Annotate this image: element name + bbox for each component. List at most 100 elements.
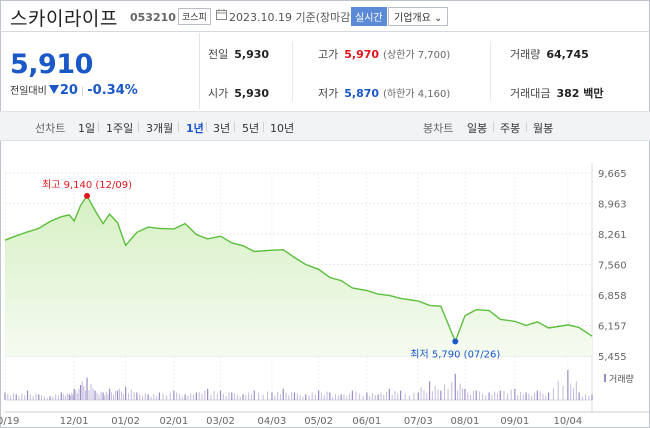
volume-bar bbox=[428, 381, 431, 400]
volume-bar bbox=[525, 392, 527, 400]
realtime-button[interactable]: 실시간 bbox=[351, 7, 387, 26]
period-1y[interactable]: 1년 bbox=[186, 122, 204, 135]
volume-bar bbox=[204, 390, 206, 400]
volume-bar bbox=[404, 393, 406, 400]
stats-panel: 전일 5,930 시가 5,930 고가 5,970 (상한가 7,700) 저가 5,8… bbox=[200, 33, 650, 109]
x-tick-label: 04/03 bbox=[258, 416, 287, 427]
volume-bar bbox=[35, 393, 37, 400]
stock-code: 053210 bbox=[130, 11, 176, 24]
candle-daily[interactable]: 일봉 bbox=[467, 122, 488, 135]
divider bbox=[234, 122, 235, 132]
volume-bar bbox=[156, 395, 158, 400]
volume-bar bbox=[4, 392, 6, 400]
volume-bar bbox=[147, 394, 149, 400]
volume-bar bbox=[75, 390, 77, 400]
volume-bar bbox=[76, 393, 78, 400]
volume-bar bbox=[55, 394, 57, 400]
divider bbox=[178, 122, 179, 132]
volume-bar bbox=[573, 388, 575, 400]
price-panel: 5,910 전일대비 20 | -0.34% bbox=[0, 33, 200, 109]
volume-bar bbox=[108, 388, 111, 400]
volume-bar bbox=[136, 392, 138, 400]
chart-svg[interactable]: 9,665 8,963 8,261 7,560 6,858 6,157 5,455 10/19… bbox=[0, 142, 650, 428]
volume-bar bbox=[434, 385, 436, 400]
volume-bar bbox=[462, 388, 464, 400]
high-annotation: 최고 9,140 (12/09) bbox=[42, 179, 132, 191]
x-tick-label: 03/02 bbox=[206, 416, 235, 427]
volume-bar bbox=[494, 391, 496, 400]
volume-bar bbox=[575, 381, 577, 400]
volume-bar bbox=[73, 388, 75, 400]
volume-bar bbox=[98, 394, 100, 400]
volume-bar bbox=[371, 393, 373, 400]
volume-bar bbox=[302, 396, 304, 400]
candle-monthly[interactable]: 월봉 bbox=[533, 122, 554, 135]
change-percent: -0.34% bbox=[87, 83, 138, 98]
volume-bar bbox=[388, 388, 390, 400]
volume-bar bbox=[472, 390, 474, 400]
stat-high: 고가 5,970 (상한가 7,700) bbox=[318, 46, 450, 62]
stat-volume: 거래량 64,745 bbox=[510, 46, 589, 62]
volume-bar bbox=[139, 394, 141, 400]
volume-bar bbox=[207, 388, 209, 400]
volume-bar bbox=[454, 373, 456, 400]
volume-bar bbox=[482, 393, 484, 400]
period-5y[interactable]: 5년 bbox=[242, 122, 260, 135]
volume-bar bbox=[528, 393, 530, 400]
volume-bar bbox=[81, 381, 83, 400]
volume-bar bbox=[296, 393, 298, 400]
period-1w[interactable]: 1주일 bbox=[106, 122, 134, 135]
volume-bar bbox=[198, 391, 200, 400]
volume-bar bbox=[285, 392, 287, 400]
volume-bar bbox=[271, 392, 273, 400]
volume-bar bbox=[79, 385, 82, 400]
period-10y[interactable]: 10년 bbox=[270, 122, 295, 135]
volume-bar bbox=[125, 386, 127, 400]
volume-bar bbox=[86, 377, 88, 400]
volume-bar bbox=[567, 370, 569, 400]
stock-name[interactable]: 스카이라이프 bbox=[10, 8, 118, 30]
candle-chart-label: 봉차트 bbox=[423, 122, 454, 135]
volume-bar bbox=[92, 388, 94, 400]
volume-bar bbox=[121, 391, 123, 400]
volume-bar bbox=[497, 393, 499, 400]
volume-bar bbox=[443, 384, 445, 400]
calendar-icon bbox=[216, 9, 227, 20]
volume-bar bbox=[222, 393, 224, 400]
volume-bar bbox=[517, 395, 519, 400]
price-chart[interactable]: 9,665 8,963 8,261 7,560 6,858 6,157 5,455 10/19… bbox=[0, 142, 650, 428]
company-overview-button[interactable]: 기업개요 ⌄ bbox=[388, 7, 449, 26]
volume-bar bbox=[173, 390, 175, 400]
volume-bar bbox=[107, 394, 109, 400]
volume-bar bbox=[210, 394, 212, 400]
volume-bar bbox=[100, 391, 102, 400]
low-label: 저가 bbox=[318, 87, 339, 100]
x-tick-label: 10/19 bbox=[0, 416, 19, 427]
volume-bar bbox=[478, 391, 480, 400]
volume-bar bbox=[127, 393, 129, 400]
divider bbox=[206, 122, 207, 132]
x-tick-label: 06/01 bbox=[352, 416, 381, 427]
period-3m[interactable]: 3개월 bbox=[146, 122, 174, 135]
volume-bar bbox=[391, 394, 393, 400]
high-label: 고가 bbox=[318, 48, 339, 61]
period-3y[interactable]: 3년 bbox=[213, 122, 231, 135]
volume-bar bbox=[291, 391, 293, 400]
x-tick-label: 01/02 bbox=[111, 416, 140, 427]
volume-bar bbox=[408, 395, 410, 400]
volume-bar bbox=[52, 396, 54, 400]
volume-bar bbox=[457, 390, 459, 400]
candle-weekly[interactable]: 주봉 bbox=[500, 122, 521, 135]
volume-bar bbox=[41, 395, 43, 400]
divider: | bbox=[80, 86, 85, 97]
volume-bar bbox=[225, 395, 227, 400]
volume-bar bbox=[150, 396, 152, 400]
y-tick-label: 6,157 bbox=[598, 322, 627, 333]
volume-bar bbox=[400, 390, 402, 400]
volume-bar bbox=[397, 393, 399, 400]
period-1d[interactable]: 1일 bbox=[78, 122, 96, 135]
volume-bar bbox=[519, 391, 521, 400]
volume-bar bbox=[18, 396, 20, 400]
volume-bar bbox=[231, 392, 233, 400]
volume-bar bbox=[130, 389, 132, 400]
